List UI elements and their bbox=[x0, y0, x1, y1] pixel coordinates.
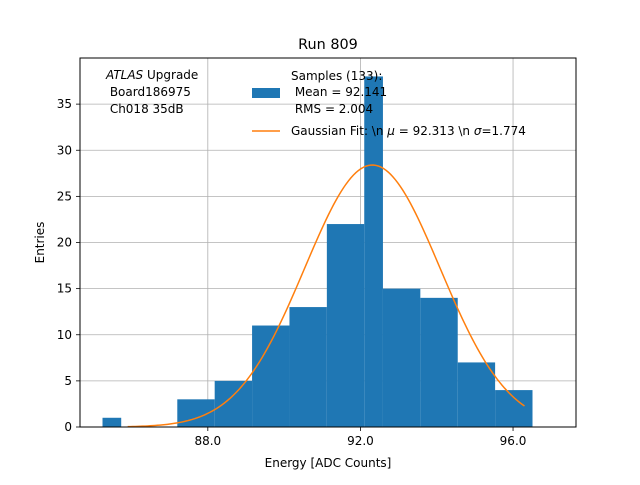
annotation-line-2: Board186975 bbox=[106, 85, 191, 99]
legend-fit-prefix: Gaussian Fit: \n bbox=[291, 124, 387, 138]
y-axis-ticks: 0 5 10 15 20 25 30 35 bbox=[57, 97, 80, 434]
atlas-label: ATLAS bbox=[105, 68, 144, 82]
histogram-bar bbox=[495, 390, 533, 427]
legend-fit-label: Gaussian Fit: \n μ = 92.313 \n σ=1.774 bbox=[291, 124, 526, 138]
histogram-bar bbox=[289, 307, 327, 427]
histogram-bar bbox=[214, 380, 253, 427]
x-tick-label: 88.0 bbox=[194, 434, 221, 448]
histogram-bar bbox=[420, 297, 458, 427]
histogram-bars bbox=[102, 76, 533, 427]
legend-hist-line-2: Mean = 92.141 bbox=[291, 85, 387, 99]
y-tick-label: 30 bbox=[57, 143, 72, 157]
histogram-bar bbox=[102, 417, 122, 427]
histogram-bar bbox=[457, 362, 496, 427]
annotation-line-1: ATLAS Upgrade bbox=[105, 68, 198, 82]
legend: Samples (133): Mean = 92.141 RMS = 2.004… bbox=[252, 69, 526, 138]
legend-fit-sigma: σ bbox=[474, 124, 482, 138]
histogram-bar bbox=[382, 288, 421, 427]
y-tick-label: 15 bbox=[57, 282, 72, 296]
upgrade-label: Upgrade bbox=[143, 68, 198, 82]
annotation-line-3: Ch018 35dB bbox=[106, 102, 184, 116]
chart-title: Run 809 bbox=[298, 37, 358, 53]
histogram-bar bbox=[326, 224, 365, 427]
x-axis-ticks: 88.0 92.0 96.0 bbox=[194, 427, 526, 448]
legend-fit-suffix: =1.774 bbox=[481, 124, 525, 138]
legend-hist-swatch bbox=[252, 88, 280, 98]
legend-hist-line-3: RMS = 2.004 bbox=[291, 102, 373, 116]
atlas-annotation: ATLAS Upgrade Board186975 Ch018 35dB bbox=[105, 68, 198, 116]
y-tick-label: 35 bbox=[57, 97, 72, 111]
y-tick-label: 0 bbox=[64, 420, 72, 434]
y-tick-label: 20 bbox=[57, 236, 72, 250]
gaussian-fit bbox=[127, 164, 525, 428]
gaussian-fit-curve bbox=[127, 164, 525, 428]
y-tick-label: 10 bbox=[57, 328, 72, 342]
y-tick-label: 5 bbox=[64, 374, 72, 388]
y-tick-label: 25 bbox=[57, 189, 72, 203]
x-axis-label: Energy [ADC Counts] bbox=[265, 456, 392, 470]
x-tick-label: 96.0 bbox=[500, 434, 527, 448]
histogram-bar bbox=[364, 76, 383, 427]
x-tick-label: 92.0 bbox=[347, 434, 374, 448]
legend-fit-mu: μ bbox=[386, 124, 395, 138]
y-axis-label: Entries bbox=[33, 222, 47, 264]
legend-fit-mid: = 92.313 \n bbox=[395, 124, 474, 138]
legend-hist-line-1: Samples (133): bbox=[291, 69, 382, 83]
